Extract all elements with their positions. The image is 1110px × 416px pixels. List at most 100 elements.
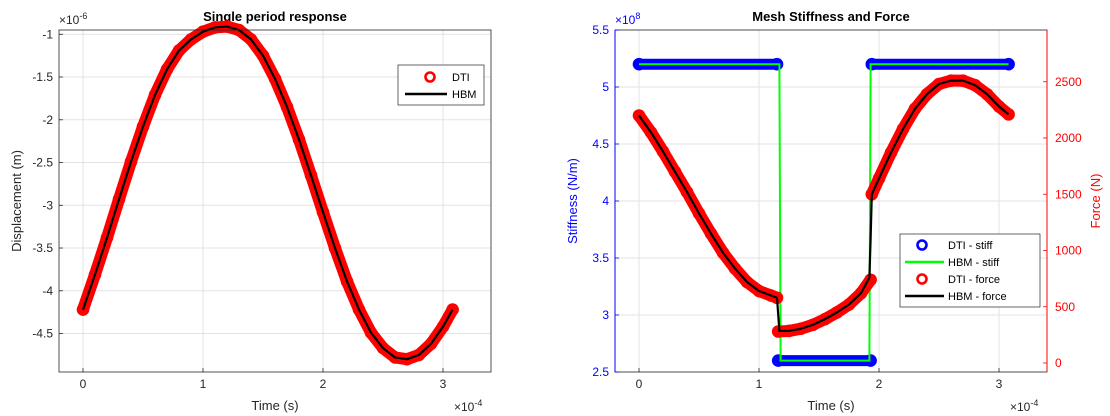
chart2-right-y-axis-label: Force (N): [1088, 174, 1103, 229]
chart1-dti-point: [436, 320, 450, 333]
chart2-dti-force-point: [668, 165, 682, 179]
chart2-dti-force-point: [842, 298, 856, 311]
chart2-right-y-tick-label: 1500: [1055, 187, 1082, 201]
chart2-dti-force-point: [728, 262, 742, 275]
chart1-y-tick-label: -2.5: [32, 156, 53, 170]
chart2-dti-force-point: [1002, 108, 1015, 121]
chart2-dti-force-point: [632, 109, 646, 122]
chart1-dti-point: [364, 326, 378, 339]
chart2-left-y-tick-label: 4.5: [592, 137, 609, 151]
chart2-legend-dti-stiff-marker: [916, 239, 928, 251]
chart2-dti-force-point: [692, 207, 706, 220]
chart2-x-tick-label: 0: [636, 377, 643, 391]
chart1-y-ticks: -1 -1.5 -2 -2.5 -3 -3.5 -4 -4.5: [32, 27, 63, 341]
chart2-right-y-tick-label: 0: [1055, 356, 1062, 370]
chart1-legend-dti-marker: [424, 71, 436, 83]
chart2-dti-force-point: [908, 102, 922, 116]
chart1-hbm-line: [81, 25, 454, 361]
chart1-x-tick-label: 0: [80, 377, 87, 391]
chart2-dti-force-point: [854, 286, 868, 300]
chart2-dti-force-point: [896, 122, 910, 136]
chart2-x-multiplier-base: ×10: [1010, 400, 1031, 414]
chart2-left-y-tick-label: 5.5: [592, 23, 609, 37]
chart2-left-y-axis-label: Stiffness (N/m): [565, 158, 580, 244]
chart2-dti-force-point: [656, 145, 670, 158]
chart1-dti-point: [256, 49, 270, 62]
chart1-title: Single period response: [203, 9, 347, 24]
chart2-right-y-ticks: 0 500 1000 1500 2000 2500: [1043, 75, 1082, 370]
chart2-x-axis-label: Time (s): [807, 398, 854, 413]
chart1-dti-point: [376, 341, 390, 355]
chart2-dti-force-point: [932, 77, 946, 91]
chart2-x-tick-label: 3: [996, 377, 1003, 391]
chart1-dti-point: [160, 63, 174, 76]
chart1-x-tick-label: 1: [200, 377, 207, 391]
chart1-y-tick-label: -1: [42, 27, 53, 41]
chart2-legend-hbm-stiff-label: HBM - stiff: [948, 257, 1000, 269]
chart1-y-tick-label: -4.5: [32, 327, 53, 341]
chart1-dti-point: [76, 303, 90, 316]
chart1-dti-point: [124, 155, 138, 168]
chart2-dti-force-point: [968, 78, 982, 92]
chart2-plot-area: [632, 57, 1015, 367]
chart2-x-ticks: 0 1 2 3: [636, 368, 1003, 391]
chart1-legend-hbm-label: HBM: [452, 89, 476, 101]
chart2-y-multiplier-base: ×10: [615, 13, 636, 27]
chart1-dti-point: [268, 72, 282, 86]
chart1-y-tick-label: -3.5: [32, 241, 53, 255]
chart1-axes-box: [58, 29, 492, 373]
chart2-dti-force-point: [884, 146, 898, 159]
chart2-dti-force-point: [818, 312, 832, 326]
chart2-legend-dti-force-marker: [916, 273, 928, 285]
chart2-dti-force-point: [992, 100, 1006, 113]
chart2-hbm-stiff-line: [639, 63, 1009, 362]
chart2-hbm-force-line: [638, 79, 1010, 333]
chart1-legend: DTI HBM: [397, 64, 485, 106]
chart2-left-y-tick-label: 2.5: [592, 365, 609, 379]
chart2-right-y-tick-label: 2000: [1055, 131, 1082, 145]
chart2-dti-force-point: [752, 284, 766, 298]
chart1-dti-point: [184, 33, 198, 46]
chart2-dti-force-point: [806, 318, 820, 332]
chart1-dti-point: [136, 120, 150, 133]
chart1-dti-point: [352, 303, 366, 316]
chart1-dti-point: [244, 33, 258, 46]
chart2-right-y-tick-label: 1000: [1055, 244, 1082, 258]
chart1-y-axis-label: Displacement (m): [9, 150, 24, 252]
chart1-legend-dti-label: DTI: [452, 72, 470, 84]
chart2-legend-dti-force-label: DTI - force: [948, 274, 1000, 286]
chart2-dti-force-point: [980, 87, 994, 101]
chart1-dti-point: [280, 100, 294, 114]
chart2-x-multiplier: ×10-4: [1010, 398, 1038, 414]
chart2-dti-force-point: [716, 246, 730, 260]
chart2-dti-force-point: [830, 306, 844, 319]
chart2-left-y-tick-label: 4: [602, 194, 609, 208]
chart1-x-tick-label: 2: [320, 377, 327, 391]
chart2-x-multiplier-exponent: -4: [1030, 398, 1038, 408]
chart1-y-tick-label: -3: [42, 198, 53, 212]
chart2-title: Mesh Stiffness and Force: [752, 9, 909, 24]
chart1-dti-point: [292, 133, 306, 146]
chart2-right-y-tick-label: 2500: [1055, 75, 1082, 89]
chart1-dti-point: [328, 241, 342, 255]
chart2-y-multiplier: ×108: [615, 11, 640, 27]
chart1-x-multiplier-exponent: -4: [474, 398, 482, 408]
chart-mesh-stiffness-and-force: Mesh Stiffness and Force 0 1 2 3 2.5 3 3.5 4 4.…: [565, 9, 1103, 414]
chart1-dti-point: [340, 275, 354, 288]
chart2-dti-force-point: [764, 289, 778, 302]
chart1-plot-area: [76, 20, 459, 366]
chart1-dti-point: [100, 231, 114, 245]
chart1-dti-point: [112, 192, 126, 206]
chart1-x-tick-label: 3: [440, 377, 447, 391]
chart2-dti-force-point: [704, 227, 718, 240]
chart2-legend: DTI - stiff HBM - stiff DTI - force HBM …: [899, 233, 1041, 308]
chart1-dti-point: [88, 268, 102, 281]
chart1-x-ticks: 0 1 2 3: [80, 368, 447, 391]
chart2-dti-force-point: [872, 172, 886, 185]
chart2-x-tick-label: 2: [876, 377, 883, 391]
chart1-y-tick-label: -1.5: [32, 70, 53, 84]
chart1-y-tick-label: -4: [42, 284, 53, 298]
chart1-y-multiplier-exponent: -6: [79, 11, 87, 21]
chart2-left-y-tick-label: 3.5: [592, 251, 609, 265]
chart2-dti-force-point: [644, 126, 658, 139]
